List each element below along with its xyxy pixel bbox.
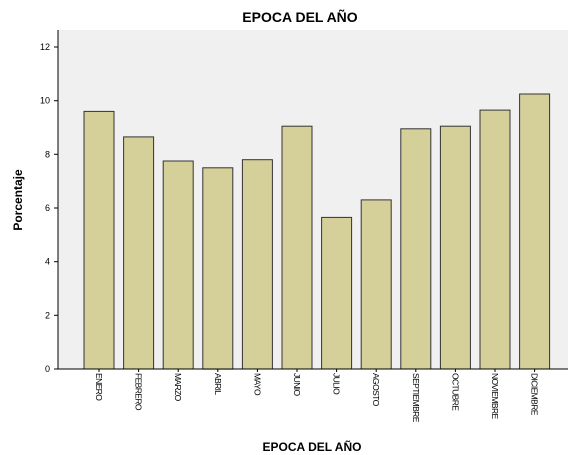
x-tick-label-febrero: FEBRERO <box>134 373 144 411</box>
bar-abril <box>202 167 234 370</box>
bar-junio <box>281 125 313 370</box>
x-tick-label-junio: JUNIO <box>292 373 302 396</box>
y-tick-label-12: 12 <box>40 42 50 52</box>
bar-octubre <box>439 125 471 370</box>
chart-title: EPOCA DEL AÑO <box>242 8 357 25</box>
x-tick-label-noviembre: NOVIEMBRE <box>490 373 500 420</box>
y-tick-label-2: 2 <box>45 310 50 320</box>
x-tick-label-mayo: MAYO <box>252 373 262 396</box>
bar-diciembre <box>519 93 551 370</box>
y-axis-title: Porcentaje <box>11 169 25 231</box>
bar-julio <box>321 216 353 370</box>
x-tick-label-abril: ABRIL <box>213 373 223 395</box>
x-labels-group: ENERO FEBRERO MARZO ABRIL MAYO JUNIO JULIO AGOS… <box>94 369 540 423</box>
x-tick-label-enero: ENERO <box>94 373 104 401</box>
bar-septiembre <box>400 128 432 370</box>
x-tick-label-septiembre: SEPTIEMBRE <box>411 373 421 423</box>
x-tick-label-agosto: AGOSTO <box>371 373 381 407</box>
bar-marzo <box>162 160 194 370</box>
bar-enero <box>83 110 115 370</box>
y-tick-label-4: 4 <box>45 257 50 267</box>
y-tick-label-8: 8 <box>45 149 50 159</box>
bar-agosto <box>360 199 392 370</box>
x-axis-title: EPOCA DEL AÑO <box>263 439 362 454</box>
x-tick-label-marzo: MARZO <box>173 373 183 402</box>
bar-febrero <box>123 136 155 370</box>
x-tick-label-diciembre: DICIEMBRE <box>530 373 540 416</box>
bar-noviembre <box>479 109 511 370</box>
x-tick-label-julio: JULIO <box>332 373 342 395</box>
y-tick-label-6: 6 <box>45 203 50 213</box>
y-ticks-group: 0 2 4 6 8 10 12 <box>40 42 58 374</box>
y-tick-label-10: 10 <box>40 96 50 106</box>
bar-mayo <box>241 159 273 370</box>
y-tick-label-0: 0 <box>45 364 50 374</box>
bars-group <box>83 93 551 370</box>
x-tick-label-octubre: OCTUBRE <box>450 373 460 411</box>
